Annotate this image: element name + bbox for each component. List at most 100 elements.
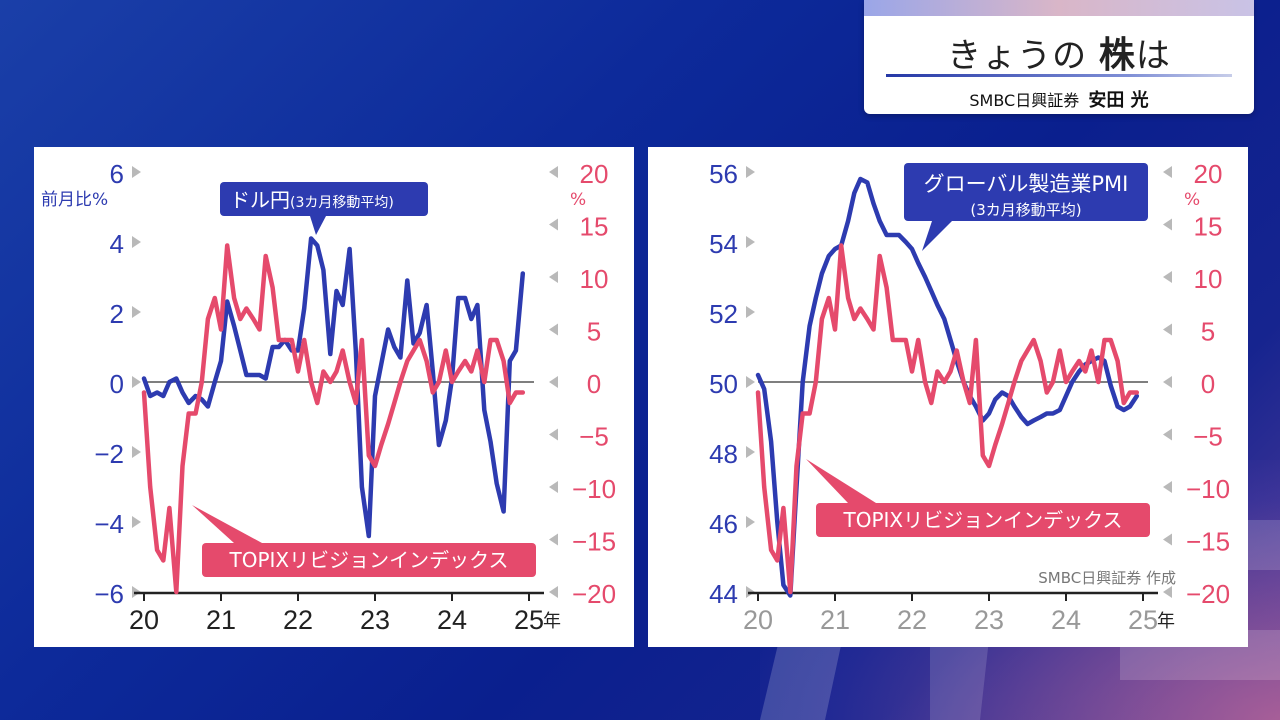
blue-series-name: グローバル製造業PMI (924, 172, 1129, 196)
y-right-tick-marker (1163, 586, 1172, 598)
x-tick-label: 25 (1128, 605, 1158, 635)
x-tick-label: 22 (283, 605, 313, 635)
y-left-tick-label: 4 (110, 229, 124, 259)
blue-series-sub: (3カ月移動平均) (970, 201, 1081, 219)
red-series-name: TOPIXリビジョンインデックス (842, 508, 1122, 532)
y-right-tick-label: 10 (1194, 264, 1223, 294)
y-right-tick-label: −5 (579, 422, 609, 452)
y-left-tick-marker (746, 446, 755, 458)
red-series-name: TOPIXリビジョンインデックス (228, 548, 508, 572)
y-right-tick-marker (549, 428, 558, 441)
y-left-tick-label: 6 (110, 159, 124, 189)
x-tick-label: 21 (820, 605, 850, 635)
y-left-tick-marker (132, 516, 141, 528)
presenter: SMBC日興証券 安田 光 (864, 86, 1254, 112)
red-label-box (816, 503, 1150, 537)
title-emphasis: 株 (1098, 35, 1136, 76)
blue-series-name: ドル円 (230, 188, 290, 212)
y-right-tick-marker (549, 271, 558, 283)
y-left-tick-label: −6 (94, 579, 124, 609)
y-right-tick-marker (549, 481, 558, 493)
title-rule (886, 74, 1232, 77)
presenter-company: SMBC日興証券 (969, 91, 1080, 110)
y-right-tick-label: −20 (1186, 579, 1230, 609)
y-left-axis-label: 前月比% (41, 190, 108, 210)
y-right-axis-label: % (570, 190, 586, 210)
series-line-red (755, 243, 1140, 595)
blue-label-box (904, 163, 1148, 221)
y-right-tick-marker (1163, 166, 1172, 178)
chart-panel-left: 6 4 2 0 −2 −4 −6 20 15 10 5 0 −5 −10 −15 −20 前月比%% 20 21 22… (34, 147, 634, 647)
series-line-blue (141, 236, 526, 539)
y-right-tick-label: 0 (587, 369, 601, 399)
y-left-tick-label: 44 (709, 579, 738, 609)
y-right-tick-label: 15 (1194, 212, 1223, 242)
title-strip (864, 0, 1254, 16)
y-right-tick-marker (549, 376, 558, 388)
y-right-tick-marker (1163, 428, 1172, 441)
x-tick-label: 22 (897, 605, 927, 635)
y-right-tick-label: 15 (580, 212, 609, 242)
chart-panel-right: 56 54 52 50 48 46 44 20 15 10 5 0 −5 −10 −15 −20% 20 21 22… (648, 147, 1248, 647)
blue-label-box (220, 182, 428, 216)
y-left-tick-marker (132, 306, 141, 318)
x-tick-label: 21 (206, 605, 236, 635)
y-left-tick-marker (746, 376, 755, 388)
x-tick-label: 24 (437, 605, 467, 635)
blue-label-pointer (922, 221, 952, 251)
y-right-tick-marker (1163, 376, 1172, 388)
y-left-tick-marker (132, 236, 141, 248)
red-label-pointer (806, 459, 876, 503)
y-right-tick-marker (549, 218, 558, 231)
y-right-tick-label: −15 (1186, 527, 1230, 557)
y-right-tick-label: −10 (1186, 474, 1230, 504)
blue-series-sub: (3カ月移動平均) (290, 195, 394, 211)
blue-series-label: ドル円(3カ月移動平均) (230, 188, 394, 212)
y-right-tick-label: −10 (572, 474, 616, 504)
y-right-tick-label: 10 (580, 264, 609, 294)
y-left-tick-marker (746, 236, 755, 248)
title-main: きょうの (947, 36, 1088, 76)
y-left-tick-marker (132, 166, 141, 178)
x-tick-label: 20 (129, 605, 159, 635)
y-left-tick-marker (746, 516, 755, 528)
y-right-tick-label: 20 (580, 159, 609, 189)
x-tick-label: 25 (514, 605, 544, 635)
y-left-tick-label: 0 (110, 369, 124, 399)
blue-label-pointer (310, 216, 326, 235)
y-right-tick-marker (1163, 481, 1172, 493)
x-unit-label: 年 (1157, 611, 1175, 632)
y-right-tick-label: −5 (1193, 422, 1223, 452)
x-unit-label: 年 (543, 611, 561, 632)
y-right-tick-marker (549, 166, 558, 178)
x-tick-label: 20 (743, 605, 773, 635)
series-line-blue (755, 176, 1140, 598)
source-note: SMBC日興証券 作成 (1038, 569, 1176, 587)
y-left-tick-label: 52 (709, 299, 738, 329)
y-right-tick-label: 5 (1201, 317, 1215, 347)
y-right-tick-label: 20 (1194, 159, 1223, 189)
red-label-box (202, 543, 536, 577)
y-right-tick-marker (1163, 218, 1172, 231)
title-card: きょうの 株は SMBC日興証券 安田 光 (864, 0, 1254, 114)
y-left-tick-marker (132, 376, 141, 388)
y-left-tick-label: 2 (110, 299, 124, 329)
y-right-tick-marker (1163, 271, 1172, 283)
y-left-tick-label: 48 (709, 439, 738, 469)
x-tick-label: 23 (360, 605, 390, 635)
y-right-tick-label: −15 (572, 527, 616, 557)
y-left-tick-marker (746, 166, 755, 178)
presenter-name: 安田 光 (1088, 90, 1149, 111)
series-line-red (141, 243, 526, 595)
y-left-tick-label: 46 (709, 509, 738, 539)
y-left-tick-label: −2 (94, 439, 124, 469)
x-tick-label: 24 (1051, 605, 1081, 635)
y-left-tick-label: 54 (709, 229, 738, 259)
y-right-tick-marker (549, 586, 558, 598)
y-right-tick-label: −20 (572, 579, 616, 609)
y-right-tick-label: 5 (587, 317, 601, 347)
y-left-tick-label: 56 (709, 159, 738, 189)
red-label-pointer (192, 505, 262, 543)
